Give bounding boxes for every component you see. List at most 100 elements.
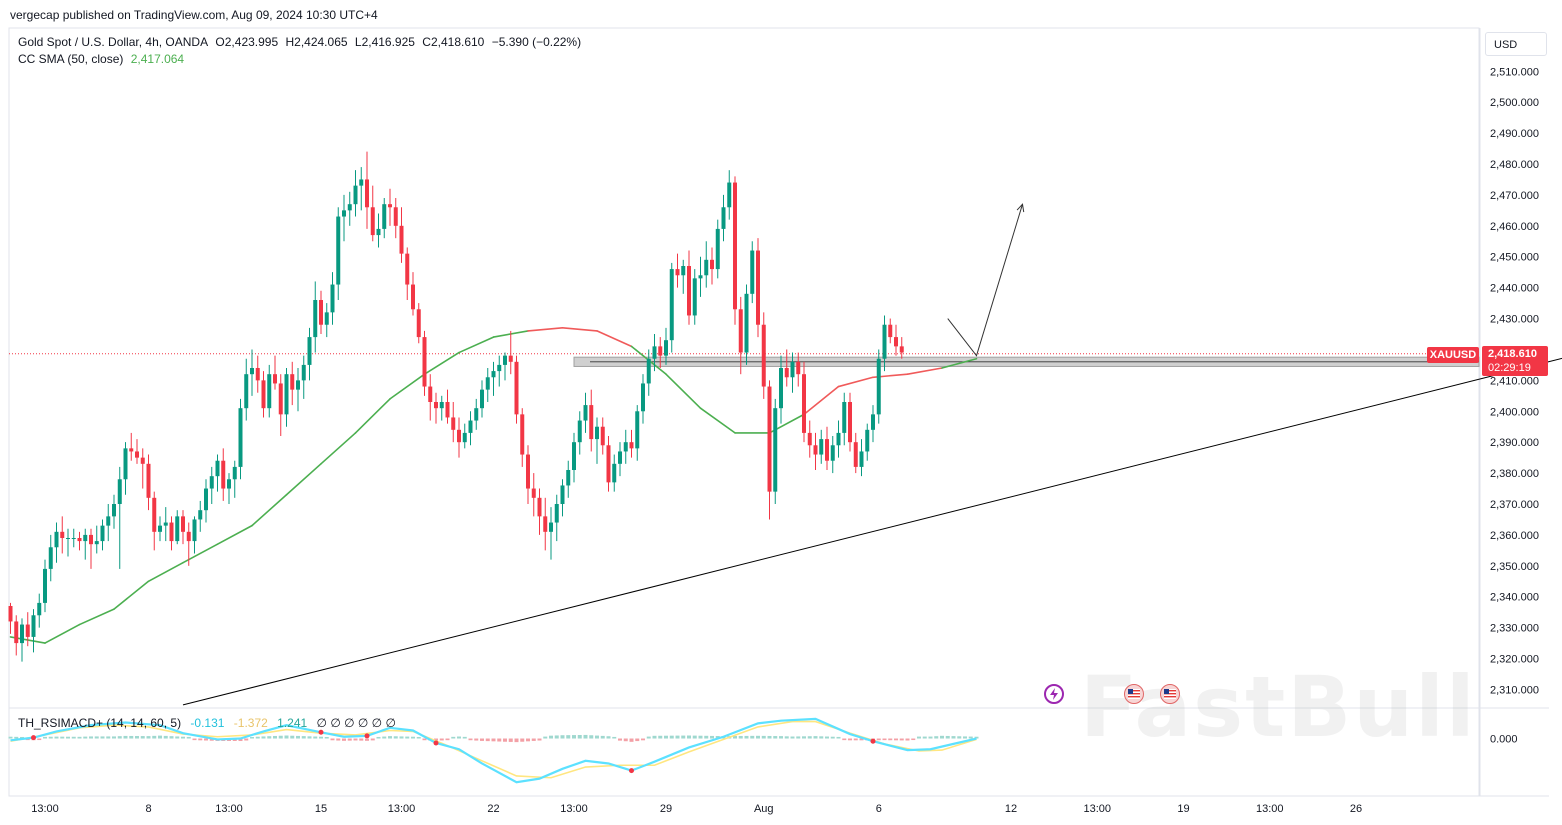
candle-body (888, 324, 893, 338)
candle-body (894, 337, 898, 347)
candle-body (899, 346, 904, 353)
candle-body (675, 269, 680, 276)
x-tick-label: 6 (876, 803, 882, 815)
osc-histogram-bar (411, 736, 415, 739)
candle-body (457, 429, 461, 443)
osc-histogram-bar (474, 738, 479, 741)
osc-histogram-bar (911, 738, 916, 741)
candle-body (83, 534, 88, 542)
candle-body (635, 411, 640, 449)
currency-selector[interactable]: USD (1485, 32, 1547, 56)
osc-histogram-bar (175, 736, 180, 739)
osc-histogram-bar (549, 735, 553, 739)
osc-histogram-bar (836, 736, 841, 739)
osc-histogram-bar (623, 738, 628, 742)
sma-segment (941, 357, 978, 369)
sma-segment (147, 561, 184, 583)
candle-body (278, 383, 283, 415)
candle-body (503, 355, 507, 365)
candle-body (773, 408, 778, 492)
candle-body (658, 346, 663, 356)
candle-body (698, 275, 703, 279)
osc-histogram-bar (715, 736, 720, 739)
candle-body (813, 445, 818, 455)
candle-body (347, 204, 352, 211)
symbol-title: Gold Spot / U.S. Dollar, 4h, OANDA (18, 35, 209, 49)
sma-segment (78, 608, 115, 626)
candle-body (382, 204, 387, 229)
osc-histogram-bar (503, 738, 507, 742)
osc-histogram-bar (54, 736, 59, 739)
candle-body (537, 497, 542, 517)
y-tick-label: 2,470.000 (1490, 190, 1539, 202)
indicator-legend: TH_RSIMACD+ (14, 14, 60, 5) -0.131 -1.37… (18, 716, 396, 730)
candle-body (198, 510, 203, 520)
candle-body (451, 417, 456, 430)
osc-histogram-bar (267, 736, 272, 739)
candle-body (399, 225, 404, 254)
osc-histogram-bar (825, 736, 829, 739)
osc-histogram-bar (698, 735, 703, 739)
sma-value: 2,417.064 (130, 52, 185, 66)
osc-histogram-bar (842, 738, 847, 741)
x-tick-label: 15 (315, 803, 327, 815)
osc-histogram-bar (146, 736, 151, 739)
candle-body (428, 386, 433, 402)
y-tick-label: 2,310.000 (1490, 684, 1539, 696)
osc-histogram-bar (359, 738, 364, 741)
candle-body (123, 448, 128, 480)
osc-histogram-bar (928, 736, 933, 739)
osc-histogram-bar (894, 738, 898, 741)
candle-body (319, 300, 323, 325)
candle-body (652, 346, 657, 359)
candle-body (710, 259, 714, 270)
sma-segment (458, 336, 495, 354)
lightning-icon[interactable] (1044, 684, 1064, 704)
osc-histogram-bar (491, 738, 496, 742)
sma-legend: CC SMA (50, close) 2,417.064 (18, 52, 184, 66)
osc-histogram-bar (284, 735, 289, 739)
osc-histogram-bar (641, 738, 645, 741)
osc-histogram-bar (14, 736, 19, 739)
osc-histogram-bar (451, 736, 456, 739)
candle-body (422, 337, 427, 387)
osc-histogram-bar (244, 738, 249, 741)
candle-body (301, 364, 306, 381)
osc-histogram-bar (457, 736, 461, 739)
candle-body (589, 405, 594, 440)
us-flag-event-icon-2[interactable] (1160, 684, 1180, 704)
candle-body (135, 451, 139, 458)
candle-body (497, 364, 502, 372)
osc-cross-marker (433, 740, 439, 746)
osc-histogram-bar (66, 736, 70, 739)
x-tick-label: 13:00 (31, 803, 59, 815)
candle-body (445, 402, 450, 418)
osc-histogram-bar (744, 735, 749, 739)
indicator-label: TH_RSIMACD+ (14, 14, 60, 5) (18, 716, 182, 730)
osc-histogram-bar (342, 738, 346, 741)
osc-histogram-bar (209, 738, 214, 741)
osc-histogram-bar (468, 738, 473, 741)
osc-histogram-bar (43, 736, 47, 739)
candle-body (411, 284, 415, 310)
osc-histogram-bar (876, 738, 881, 741)
osc-histogram-bar (853, 738, 858, 741)
candle-body (681, 266, 686, 276)
candle-body (721, 207, 726, 229)
sma-segment (216, 524, 253, 545)
osc-histogram-bar (526, 738, 530, 742)
y-tick-label: 2,390.000 (1490, 437, 1539, 449)
osc-histogram-bar (830, 736, 835, 739)
candle-body (485, 377, 490, 390)
sma-segment (527, 327, 564, 332)
candle-body (560, 485, 565, 504)
candle-body (342, 210, 346, 217)
candle-body (876, 358, 881, 415)
osc-histogram-bar (635, 738, 640, 742)
us-flag-event-icon[interactable] (1124, 684, 1144, 704)
candle-body (859, 451, 864, 467)
projection-arrow (947, 204, 1023, 357)
osc-histogram-bar (595, 735, 599, 739)
candle-body (324, 312, 329, 325)
osc-histogram-bar (882, 738, 887, 741)
